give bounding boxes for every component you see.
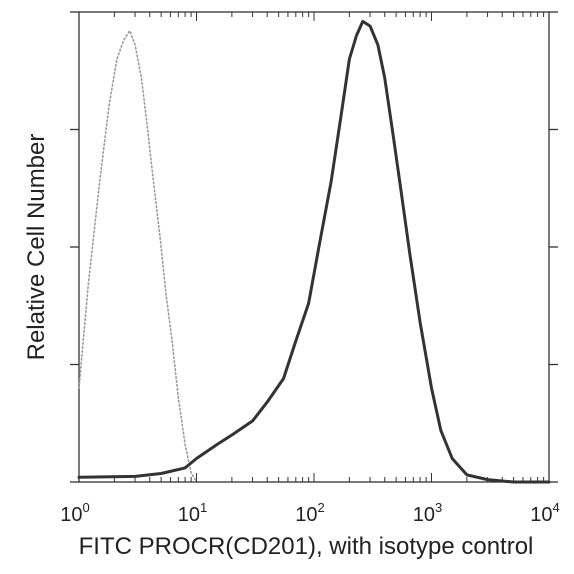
y-axis-title: Relative Cell Number [23,134,50,361]
plot-frame [78,11,550,483]
x-tick-label: 103 [413,500,442,526]
x-tick-label: 101 [178,500,207,526]
isotype-control-curve [78,29,198,483]
procr-curve [77,19,551,484]
x-tick-label: 100 [60,500,89,526]
tick-marks [70,11,558,483]
x-tick-label: 104 [530,500,559,526]
x-tick-labels: 100 101 102 103 104 [60,500,559,526]
x-axis-title: FITC PROCR(CD201), with isotype control [79,533,534,560]
x-tick-label: 102 [295,500,324,526]
series-layer [77,19,551,484]
